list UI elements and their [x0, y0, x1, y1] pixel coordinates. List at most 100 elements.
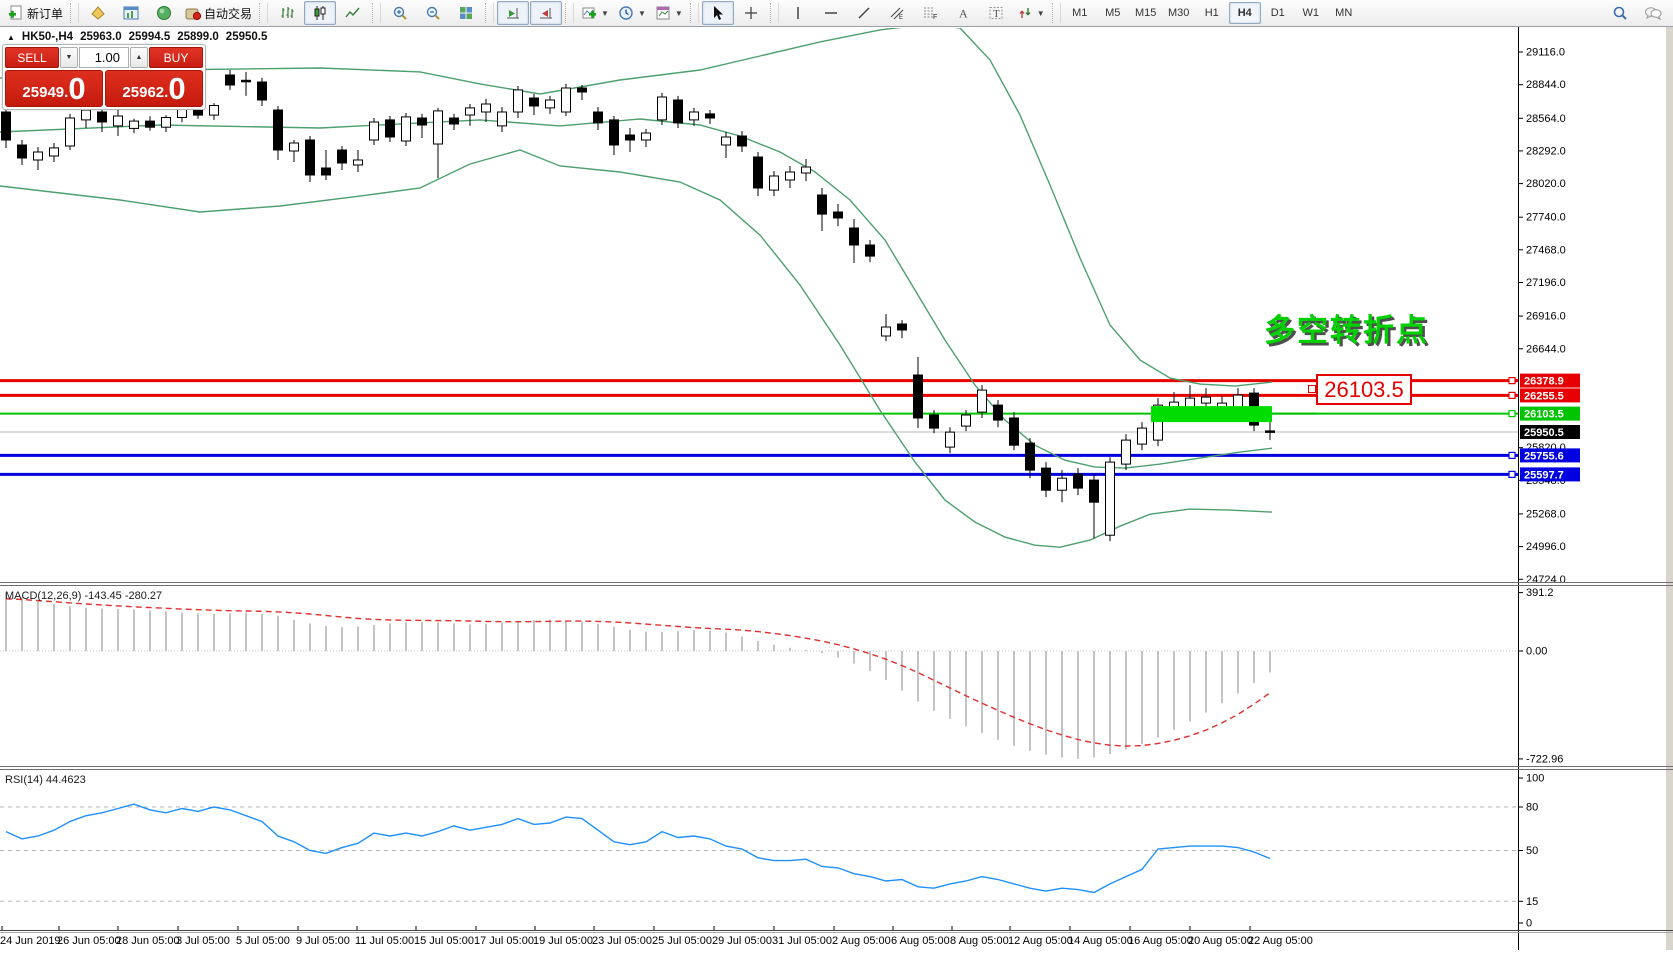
zoom-out-icon — [426, 6, 440, 20]
navigator-button[interactable] — [148, 1, 180, 25]
sell-button[interactable]: SELL — [5, 47, 59, 68]
svg-text:29 Jul 05:00: 29 Jul 05:00 — [712, 935, 772, 947]
arrows-button[interactable]: ▼ — [1013, 1, 1049, 25]
line-chart-mode-button[interactable] — [337, 1, 369, 25]
auto-scroll-button[interactable] — [497, 1, 530, 25]
chart-shift-button[interactable] — [530, 1, 563, 25]
ohlc-low: 25899.0 — [177, 31, 219, 43]
tab-timeframe-h1[interactable]: H1 — [1204, 7, 1219, 19]
horizontal-line-button[interactable] — [815, 1, 847, 25]
rsi-indicator-label: RSI(14) 44.4623 — [5, 774, 86, 786]
collapse-triangle-icon[interactable]: ▲ — [7, 32, 15, 42]
bollinger-middle-line — [0, 118, 1273, 469]
indicators-icon — [582, 7, 597, 19]
search-button[interactable] — [1604, 1, 1636, 25]
trendline-icon — [858, 7, 870, 19]
volume-increase-button[interactable]: ▲ — [130, 47, 148, 68]
new-order-label: 新订单 — [27, 6, 64, 21]
toolbar-separator — [485, 3, 495, 23]
price-callout-label[interactable]: 26103.5 — [1316, 374, 1412, 405]
buy-button[interactable]: BUY — [149, 47, 203, 68]
svg-text:A: A — [959, 7, 968, 21]
svg-text:25950.5: 25950.5 — [1524, 427, 1564, 439]
market-watch-button[interactable] — [115, 1, 147, 25]
arrows-icon — [1019, 8, 1031, 18]
tab-timeframe-m5[interactable]: M5 — [1105, 7, 1121, 19]
channel-button[interactable]: E — [881, 1, 913, 25]
rsi-pane — [0, 803, 1518, 902]
svg-text:26103.5: 26103.5 — [1524, 409, 1564, 421]
price-callout-anchor-icon — [1308, 385, 1316, 393]
fibonacci-button[interactable]: F — [914, 1, 946, 25]
symbols-button[interactable] — [82, 1, 114, 25]
macd-pane — [0, 592, 1518, 759]
crosshair-button[interactable] — [735, 1, 767, 25]
zoom-in-icon — [393, 6, 407, 20]
tab-timeframe-m30[interactable]: M30 — [1168, 7, 1190, 19]
toolbar-separator — [689, 3, 699, 23]
svg-text:15 Jul 05:00: 15 Jul 05:00 — [414, 935, 474, 947]
tab-timeframe-h4[interactable]: H4 — [1228, 2, 1261, 24]
chart-shift-icon — [540, 8, 553, 19]
zoom-in-button[interactable] — [384, 1, 416, 25]
svg-text:T: T — [993, 8, 1000, 20]
vertical-line-icon — [797, 7, 799, 19]
buy-price-button[interactable]: 25962. 0 — [105, 70, 203, 107]
text-label-icon: T — [989, 7, 1003, 20]
search-icon — [1613, 6, 1627, 20]
tab-timeframe-m15[interactable]: M15 — [1135, 7, 1157, 19]
cursor-button[interactable] — [701, 1, 734, 25]
vertical-line-button[interactable] — [782, 1, 814, 25]
sell-price-button[interactable]: 25949. 0 — [5, 70, 103, 107]
periods-button[interactable]: ▼ — [614, 1, 650, 25]
svg-text:17 Jul 05:00: 17 Jul 05:00 — [474, 935, 534, 947]
svg-text:24724.0: 24724.0 — [1526, 574, 1566, 586]
chart-window-icon — [123, 6, 139, 20]
text-button[interactable]: A — [947, 1, 979, 25]
svg-text:25268.0: 25268.0 — [1526, 508, 1566, 520]
trendline-button[interactable] — [848, 1, 880, 25]
svg-text:391.2: 391.2 — [1526, 587, 1554, 599]
svg-text:80: 80 — [1526, 802, 1538, 814]
bar-chart-mode-button[interactable] — [271, 1, 303, 25]
new-order-button[interactable]: 新订单 — [4, 1, 67, 25]
tab-timeframe-mn[interactable]: MN — [1335, 7, 1353, 19]
svg-text:24996.0: 24996.0 — [1526, 541, 1566, 553]
navigator-icon — [157, 6, 172, 20]
tab-timeframe-w1[interactable]: W1 — [1302, 7, 1319, 19]
tab-timeframe-d1[interactable]: D1 — [1270, 7, 1285, 19]
volume-input[interactable]: 1.00 — [79, 47, 129, 68]
templates-button[interactable]: ▼ — [651, 1, 687, 25]
svg-text:29116.0: 29116.0 — [1526, 47, 1565, 59]
volume-decrease-button[interactable]: ▼ — [60, 47, 78, 68]
channel-icon: E — [890, 7, 904, 21]
svg-text:3 Jul 05:00: 3 Jul 05:00 — [176, 935, 230, 947]
candlestick-mode-button[interactable] — [304, 1, 337, 25]
svg-text:27196.0: 27196.0 — [1526, 277, 1566, 289]
svg-text:22 Aug 05:00: 22 Aug 05:00 — [1248, 935, 1313, 947]
toolbar-separator — [769, 3, 779, 23]
toolbar: 新订单 自动交易 ▼ ▼ — [0, 0, 1673, 27]
svg-text:-722.96: -722.96 — [1526, 753, 1563, 765]
tile-windows-button[interactable] — [450, 1, 482, 25]
text-label-button[interactable]: T — [980, 1, 1012, 25]
auto-scroll-icon — [507, 8, 520, 19]
svg-text:19 Jul 05:00: 19 Jul 05:00 — [533, 935, 593, 947]
fibonacci-icon: F — [923, 7, 937, 21]
crosshair-icon — [744, 7, 757, 19]
zoom-out-button[interactable] — [417, 1, 449, 25]
svg-text:28564.0: 28564.0 — [1526, 113, 1566, 125]
tab-timeframe-m1[interactable]: M1 — [1072, 7, 1088, 19]
chat-button[interactable] — [1637, 1, 1669, 25]
green-zone-rect — [1151, 406, 1272, 423]
horizontal-line-icon — [824, 12, 837, 14]
ohlc-open: 25963.0 — [80, 31, 122, 43]
autotrading-button[interactable]: 自动交易 — [181, 1, 256, 25]
svg-text:5 Jul 05:00: 5 Jul 05:00 — [236, 935, 290, 947]
indicators-button[interactable]: ▼ — [577, 1, 613, 25]
buy-price-dot: . — [164, 84, 169, 101]
one-click-trading-panel: SELL ▼ 1.00 ▲ BUY 25949. 0 25962. 0 — [2, 44, 206, 110]
svg-text:20 Aug 05:00: 20 Aug 05:00 — [1188, 935, 1253, 947]
turning-point-annotation[interactable]: 多空转折点 — [1264, 313, 1429, 348]
